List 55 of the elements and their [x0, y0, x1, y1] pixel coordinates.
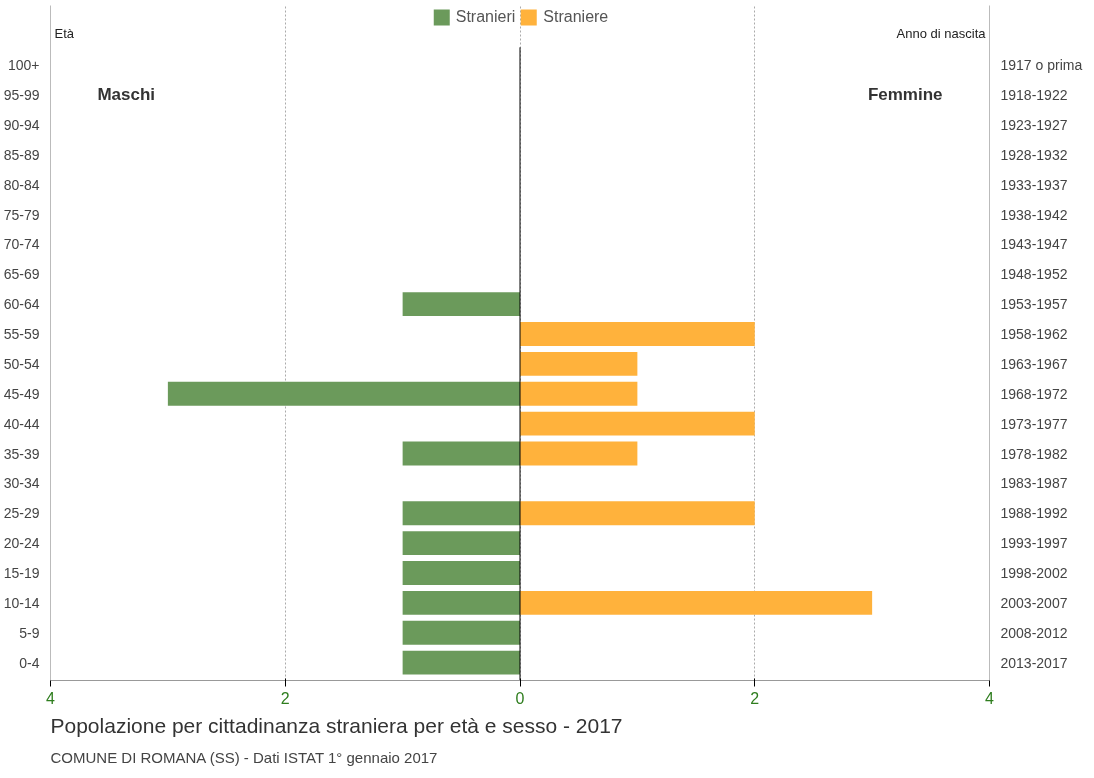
y-tick-label: 15-19 [3, 564, 40, 581]
y-tick-label: 100+ [7, 57, 40, 74]
y2-tick-label: 2013-2017 [1000, 654, 1068, 671]
y2-tick-label: 1963-1967 [1000, 355, 1068, 372]
y-tick-label: 20-24 [3, 535, 40, 552]
y-tick-label: 95-99 [3, 87, 40, 104]
y2-tick-label: 1943-1947 [1000, 236, 1068, 253]
y-tick-label: 60-64 [3, 296, 40, 313]
y-tick-label: 30-34 [3, 475, 40, 492]
y2-tick-label: 1968-1972 [1000, 385, 1068, 402]
annotation: Maschi [97, 85, 156, 105]
y2-tick-label: 1948-1952 [1000, 266, 1068, 283]
y-tick-label: 80-84 [3, 176, 40, 193]
text: Popolazione per cittadinanza straniera per età e sesso - 2017 [50, 713, 623, 737]
y2-tick-label: 2003-2007 [1000, 594, 1068, 611]
y2-tick-label: 1918-1922 [1000, 87, 1068, 104]
y2-tick-label: 1917 o prima [1000, 57, 1083, 74]
y2-tick-label: 1933-1937 [1000, 176, 1068, 193]
annotation: Femmine [867, 85, 943, 105]
y-tick-label: 25-29 [3, 505, 40, 522]
y2-tick-label: 2008-2012 [1000, 624, 1068, 641]
y-tick-label: 45-49 [3, 385, 40, 402]
legend-label: Stranieri [455, 8, 516, 26]
x-tick-label: 4 [985, 689, 995, 707]
y2-axis-title: Anno di nascita [896, 26, 987, 42]
y2-tick-label: 1993-1997 [1000, 535, 1068, 552]
y2-tick-label: 1978-1982 [1000, 445, 1068, 462]
x-tick-label: 2 [750, 689, 760, 707]
y-tick-label: 75-79 [3, 206, 40, 223]
x-tick-label: 2 [280, 689, 290, 707]
x-tick-label: 0 [515, 689, 525, 707]
y2-tick-label: 1923-1927 [1000, 116, 1068, 133]
legend-label: Straniere [543, 8, 609, 26]
y-tick-label: 55-59 [3, 326, 40, 343]
y2-tick-label: 1953-1957 [1000, 296, 1068, 313]
y-tick-label: 50-54 [3, 355, 40, 372]
y-axis-title: Età [54, 26, 75, 42]
y2-tick-label: 1928-1932 [1000, 146, 1068, 163]
y2-tick-label: 1998-2002 [1000, 564, 1068, 581]
y-tick-label: 5-9 [19, 624, 40, 641]
y2-tick-label: 1983-1987 [1000, 475, 1068, 492]
y-tick-label: 35-39 [3, 445, 40, 462]
text: COMUNE DI ROMANA (SS) - Dati ISTAT 1° gennaio 2017 [50, 748, 438, 766]
y-tick-label: 0-4 [19, 654, 40, 671]
y-tick-label: 85-89 [3, 146, 40, 163]
y-tick-label: 90-94 [3, 116, 40, 133]
y-tick-label: 10-14 [3, 594, 40, 611]
y2-tick-label: 1973-1977 [1000, 415, 1068, 432]
y-tick-label: 70-74 [3, 236, 40, 253]
x-tick-label: 4 [46, 689, 56, 707]
y2-tick-label: 1988-1992 [1000, 505, 1068, 522]
y-tick-label: 40-44 [3, 415, 40, 432]
y2-tick-label: 1958-1962 [1000, 326, 1068, 343]
y2-tick-label: 1938-1942 [1000, 206, 1068, 223]
y-tick-label: 65-69 [3, 266, 40, 283]
